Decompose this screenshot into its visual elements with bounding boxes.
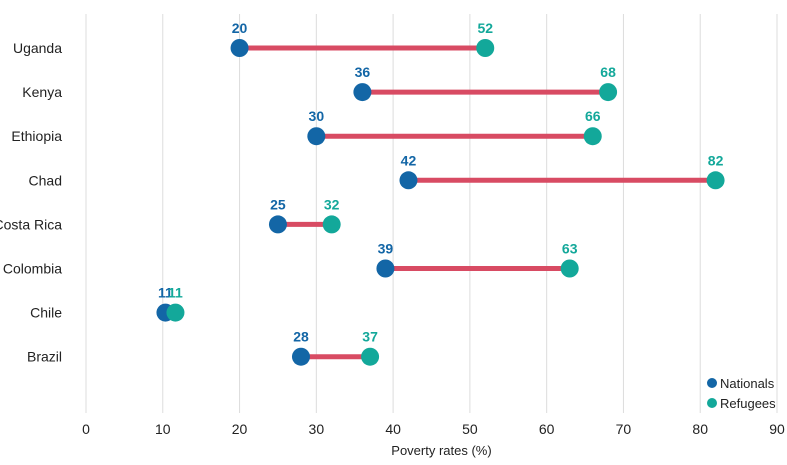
refugees-value-label: 82: [708, 152, 724, 168]
nationals-point: [291, 347, 310, 366]
nationals-value-label: 39: [378, 241, 394, 257]
category-label: Costa Rica: [0, 216, 62, 232]
x-tick-label: 70: [616, 421, 632, 437]
category-label: Ethiopia: [11, 128, 62, 144]
y-axis-categories: Uganda Kenya Ethiopia Chad Costa Rica Colombi…: [0, 40, 62, 365]
x-axis-title: Poverty rates (%): [391, 443, 491, 458]
x-tick-label: 30: [309, 421, 325, 437]
refugees-point: [322, 215, 341, 234]
category-label: Chile: [30, 305, 62, 321]
category-label: Kenya: [22, 84, 62, 100]
category-label: Colombia: [3, 261, 62, 277]
nationals-value-label: 30: [309, 108, 325, 124]
nationals-value-label: 25: [270, 196, 286, 212]
x-tick-label: 80: [692, 421, 708, 437]
x-tick-label: 60: [539, 421, 555, 437]
nationals-value-label: 11: [158, 285, 173, 301]
x-tick-label: 50: [462, 421, 478, 437]
legend-swatch: [707, 398, 717, 408]
legend-label: Refugees: [720, 396, 776, 411]
nationals-value-label: 36: [355, 64, 371, 80]
grid-lines: [85, 14, 778, 413]
nationals-value-label: 28: [293, 329, 309, 345]
x-tick-label: 90: [769, 421, 785, 437]
refugees-point: [706, 171, 725, 190]
refugees-point: [166, 303, 185, 322]
refugees-value-label: 52: [477, 20, 493, 36]
category-label: Uganda: [13, 40, 62, 56]
legend-swatch: [707, 378, 717, 388]
refugees-point: [476, 39, 495, 57]
refugees-value-label: 68: [600, 64, 616, 80]
nationals-point: [230, 39, 249, 57]
refugees-point: [560, 259, 579, 278]
nationals-point: [307, 127, 326, 146]
refugees-value-label: 32: [324, 196, 340, 212]
nationals-value-label: 42: [401, 152, 417, 168]
x-tick-label: 40: [385, 421, 401, 437]
x-tick-label: 0: [82, 421, 90, 437]
refugees-value-label: 37: [362, 329, 378, 345]
nationals-point: [399, 171, 418, 190]
refugees-point: [361, 347, 380, 366]
legend: Nationals Refugees: [707, 376, 776, 411]
refugees-point: [599, 83, 618, 102]
refugees-value-label: 66: [585, 108, 601, 124]
refugees-point: [583, 127, 602, 146]
x-tick-label: 10: [155, 421, 171, 437]
refugees-value-label: 63: [562, 241, 578, 257]
category-label: Chad: [29, 172, 62, 188]
x-tick-label: 20: [232, 421, 248, 437]
refugees-value-label: 11: [168, 285, 183, 301]
category-label: Brazil: [27, 349, 62, 365]
nationals-point: [268, 215, 287, 234]
nationals-value-label: 20: [232, 20, 248, 36]
nationals-point: [376, 259, 395, 278]
x-axis-ticks: 0 10 20 30 40 50 60 70 80 90: [82, 421, 785, 437]
legend-label: Nationals: [720, 376, 775, 391]
nationals-point: [353, 83, 372, 102]
